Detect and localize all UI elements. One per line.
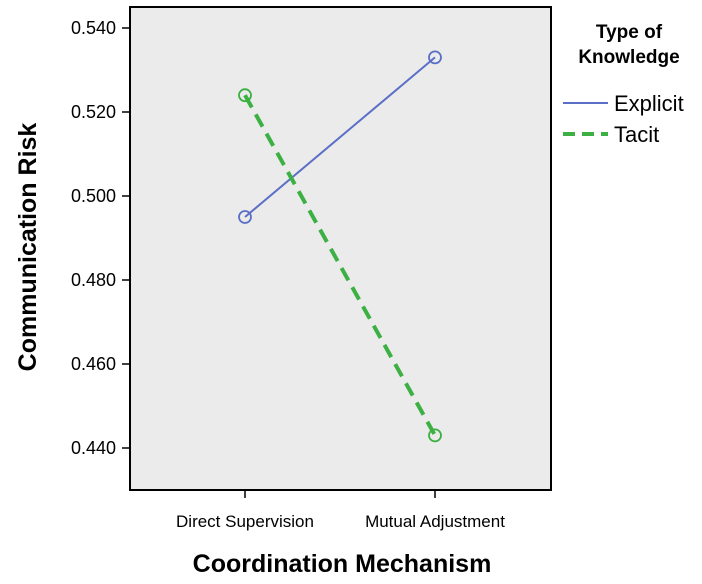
data-point-tacit — [428, 428, 442, 443]
y-tick-label: 0.460 — [71, 354, 116, 374]
y-axis-title: Communication Risk — [14, 123, 42, 372]
y-tick-label: 0.540 — [71, 18, 116, 38]
legend-label-explicit: Explicit — [614, 91, 684, 116]
legend-title-line-2: Knowledge — [578, 47, 679, 68]
y-tick-label: 0.520 — [71, 102, 116, 122]
x-axis-title: Coordination Mechanism — [193, 550, 492, 578]
series-line-explicit — [244, 56, 436, 218]
plot-background — [129, 6, 552, 491]
data-point-explicit — [428, 50, 442, 65]
plot-area — [129, 6, 552, 491]
y-tick-label: 0.500 — [71, 186, 116, 206]
x-tick-label: Mutual Adjustment — [365, 512, 505, 531]
legend-title-line-1: Type of — [596, 22, 663, 43]
axes: 0.440 0.460 0.480 0.500 0.520 0.540 Direct Sup… — [71, 18, 505, 531]
y-tick-label: 0.440 — [71, 438, 116, 458]
series-layer — [238, 50, 442, 443]
data-point-explicit — [238, 210, 252, 224]
y-tick-label: 0.480 — [71, 270, 116, 290]
axis-labels: Coordination Mechanism Communication Ris… — [14, 123, 491, 578]
x-tick-label: Direct Supervision — [176, 512, 314, 531]
legend: Type of Knowledge Explicit Tacit — [563, 22, 684, 147]
data-point-tacit — [238, 88, 252, 103]
legend-label-tacit: Tacit — [614, 122, 659, 147]
